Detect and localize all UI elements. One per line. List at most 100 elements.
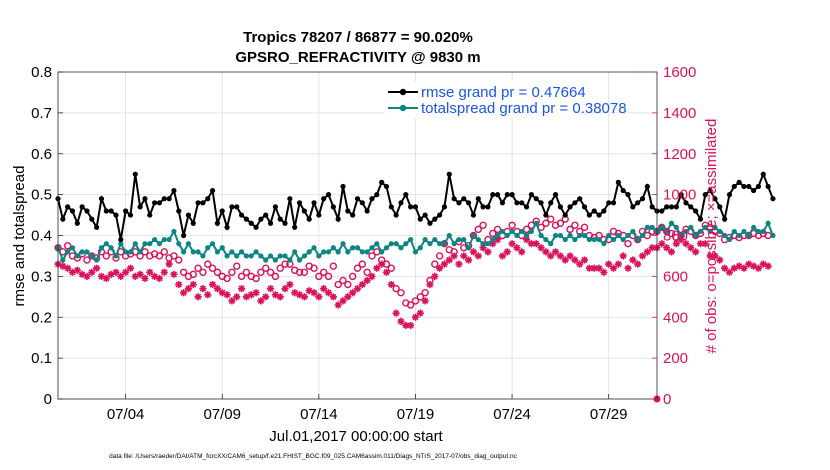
assimilated-obs-point: [450, 252, 458, 260]
rmse-point: [350, 212, 356, 218]
assimilated-obs-point: [605, 260, 613, 268]
totalspread-point: [219, 245, 225, 251]
totalspread-point: [746, 232, 752, 239]
totalspread-point: [403, 241, 409, 247]
totalspread-point: [272, 257, 278, 263]
rmse-point: [523, 204, 530, 210]
possible-obs-point: [170, 252, 178, 260]
assimilated-obs-point: [460, 252, 468, 260]
rmse-point: [137, 204, 143, 210]
assimilated-obs-point: [740, 264, 748, 272]
assimilated-obs-point: [160, 268, 168, 276]
totalspread-point: [142, 241, 148, 247]
possible-obs-point: [363, 268, 371, 276]
assimilated-obs-point: [658, 240, 666, 248]
totalspread-point: [470, 232, 477, 239]
assimilated-obs-point: [266, 285, 275, 293]
assimilated-obs-point: [262, 293, 270, 301]
y-left-tick-label: 0.8: [31, 64, 52, 81]
rmse-point: [306, 216, 312, 222]
rmse-point: [765, 183, 771, 190]
possible-obs-point: [223, 274, 231, 283]
totalspread-point: [267, 253, 274, 259]
rmse-point: [504, 192, 510, 198]
rmse-point: [118, 236, 124, 243]
assimilated-obs-point: [93, 264, 101, 272]
assimilated-obs-point: [112, 268, 120, 276]
rmse-point: [707, 187, 713, 194]
assimilated-obs-point: [126, 264, 135, 272]
assimilated-obs-point: [465, 256, 473, 264]
assimilated-obs-point: [537, 244, 545, 252]
rmse-point: [567, 204, 573, 210]
x-tick-label: 07/09: [203, 406, 241, 423]
possible-obs-point: [329, 262, 338, 270]
assimilated-obs-point: [411, 313, 420, 321]
possible-obs-point: [83, 256, 91, 264]
legend-box: [384, 81, 576, 119]
assimilated-obs-point: [189, 280, 197, 289]
legend-marker-rmse: [399, 88, 407, 96]
totalspread-point: [427, 241, 433, 247]
possible-obs-point: [310, 264, 318, 272]
rmse-point: [678, 192, 684, 198]
assimilated-obs-point: [436, 264, 444, 272]
assimilated-obs-point: [117, 272, 125, 280]
rmse-point: [427, 220, 433, 226]
y-right-tick-label: 1200: [663, 146, 696, 163]
rmse-point: [248, 220, 254, 226]
legend-label-rmse: rmse grand pr = 0.47664: [421, 84, 586, 101]
totalspread-point: [69, 245, 76, 251]
totalspread-point: [456, 236, 462, 243]
totalspread-point: [697, 228, 704, 235]
assimilated-obs-point: [711, 252, 719, 260]
totalspread-point: [712, 224, 718, 230]
assimilated-obs-point: [180, 289, 188, 297]
possible-obs-point: [411, 297, 420, 305]
rmse-point: [736, 179, 742, 185]
assimilated-obs-point: [136, 270, 144, 278]
totalspread-point: [152, 236, 158, 243]
rmse-point: [393, 212, 399, 218]
rmse-point: [644, 183, 650, 190]
possible-obs-point: [368, 252, 376, 260]
totalspread-point: [398, 245, 404, 251]
totalspread-point: [770, 232, 776, 239]
totalspread-point: [74, 253, 80, 259]
totalspread-point: [494, 232, 501, 239]
assimilated-obs-point: [59, 262, 67, 270]
series-rmse: [55, 171, 776, 243]
rmse-point: [668, 204, 675, 210]
totalspread-point: [475, 236, 481, 243]
totalspread-point: [364, 249, 370, 255]
assimilated-obs-point: [542, 248, 550, 256]
possible-obs-point: [566, 225, 574, 234]
possible-obs-point: [204, 260, 212, 268]
totalspread-point: [581, 232, 588, 239]
y-right-tick-label: 1400: [663, 105, 696, 122]
assimilated-obs-point: [716, 256, 724, 264]
assimilated-obs-point: [469, 248, 478, 256]
rmse-point: [741, 183, 747, 190]
rmse-point: [267, 220, 274, 226]
possible-obs-point: [474, 225, 482, 234]
possible-obs-point: [233, 262, 241, 270]
rmse-point: [321, 196, 327, 202]
rmse-point: [726, 192, 733, 198]
rmse-point: [432, 216, 438, 222]
assimilated-obs-point: [165, 260, 173, 268]
possible-obs-point: [406, 301, 415, 309]
totalspread-point: [79, 249, 85, 255]
totalspread-point: [132, 241, 138, 247]
assimilated-obs-point: [170, 270, 178, 278]
totalspread-point: [610, 236, 617, 243]
rmse-point: [664, 204, 670, 210]
assimilated-obs-point: [474, 252, 482, 260]
totalspread-point: [205, 245, 211, 251]
rmse-point: [673, 204, 679, 210]
possible-obs-point: [257, 268, 265, 276]
assimilated-obs-point: [247, 291, 255, 299]
totalspread-point: [180, 249, 187, 255]
rmse-point: [190, 220, 196, 226]
rmse-point: [340, 183, 346, 190]
